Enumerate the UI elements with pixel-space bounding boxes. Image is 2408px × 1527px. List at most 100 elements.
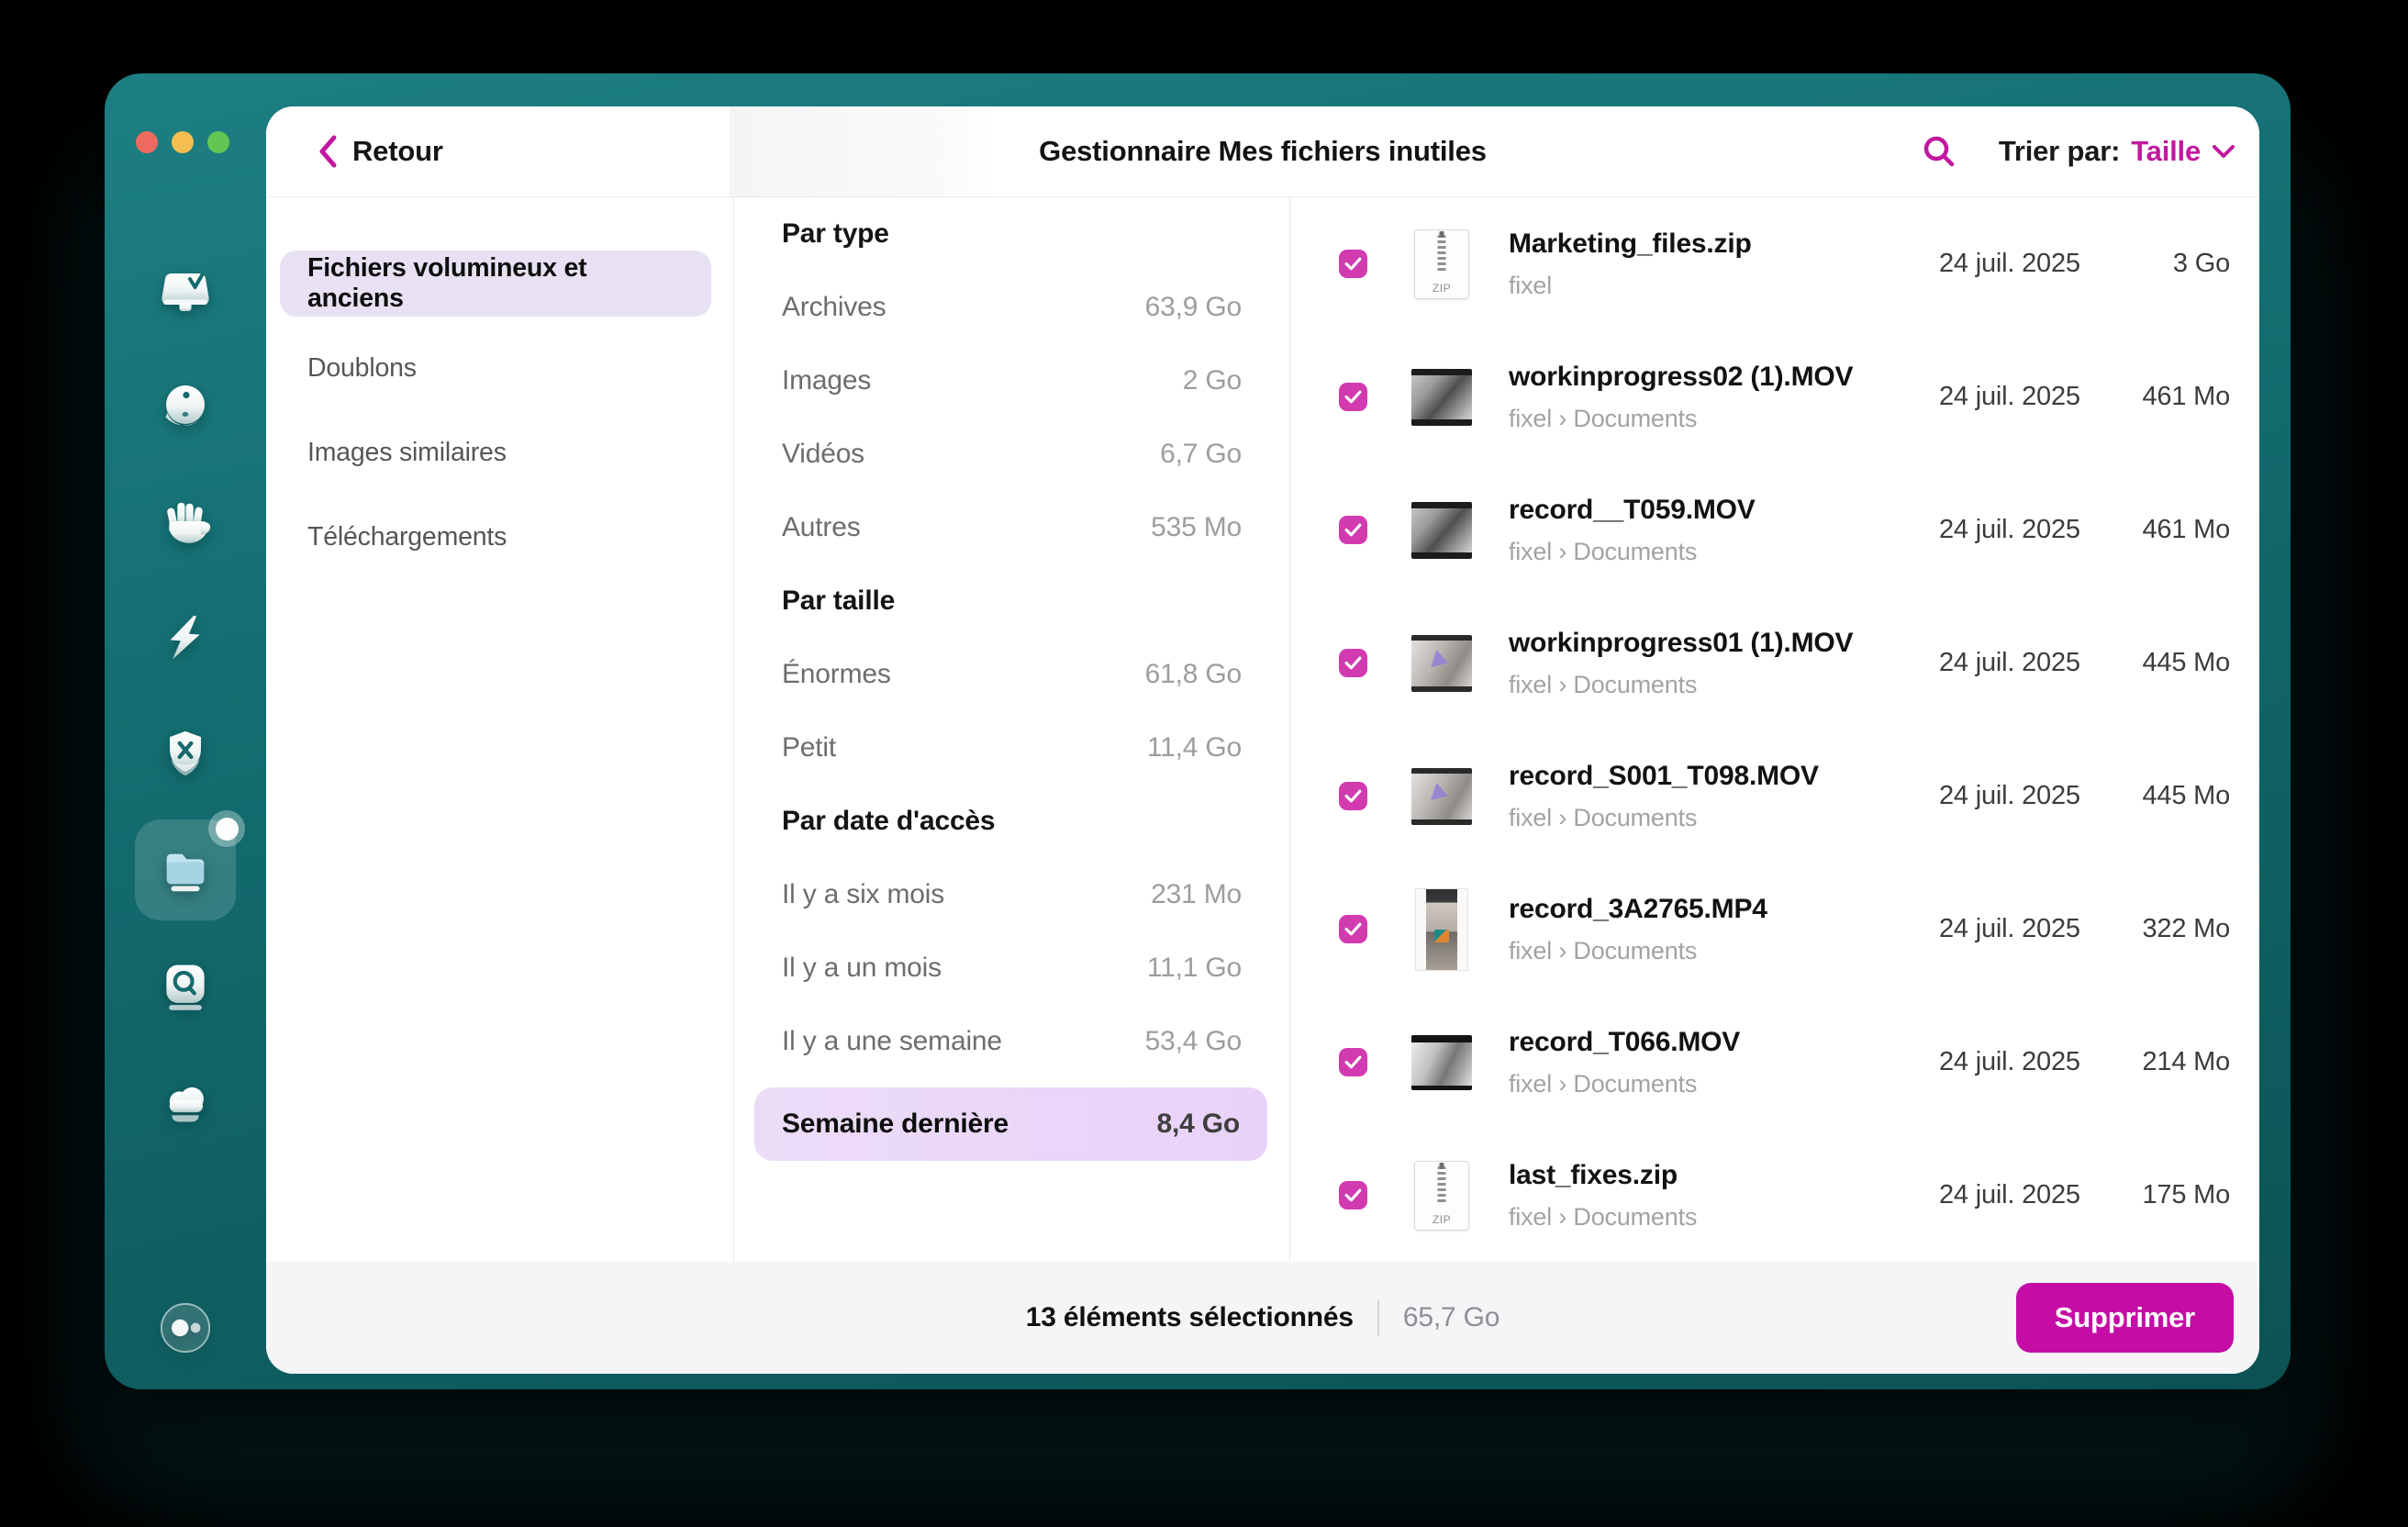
file-date: 24 juil. 2025 [1939,249,2080,278]
dock-item-lightning[interactable] [135,587,236,688]
check-icon [1344,390,1362,404]
header: Retour Gestionnaire Mes fichiers inutile… [266,106,2259,197]
dock-item-magnifier[interactable] [135,936,236,1037]
back-button[interactable]: Retour [318,135,443,168]
checkbox[interactable] [1339,915,1367,943]
checkbox[interactable] [1339,649,1367,677]
sort-dropdown[interactable]: Trier par: Taille [1999,135,2235,168]
page-title: Gestionnaire Mes fichiers inutiles [1039,135,1487,167]
category-last-week[interactable]: Semaine dernière 8,4 Go [754,1087,1267,1161]
dock-item-hand[interactable] [135,473,236,574]
file-name: record_T066.MOV [1509,1026,1741,1057]
file-path: fixel › Documents [1509,404,1698,432]
file-thumbnail: ZIP [1409,228,1475,299]
dock-item-assistant[interactable] [135,1277,236,1378]
file-row[interactable]: record_S001_T098.MOV fixel › Documents 2… [1290,730,2259,863]
nav-item-similar-images[interactable]: Images similaires [307,437,507,467]
file-size: 214 Mo [2142,1047,2230,1076]
check-icon [1344,922,1362,936]
file-row[interactable]: workinprogress01 (1).MOV fixel › Documen… [1290,596,2259,730]
checkbox[interactable] [1339,516,1367,544]
assistant-icon [160,1302,211,1354]
file-row[interactable]: ZIP Marketing_files.zip fixel 24 juil. 2… [1290,197,2259,330]
check-icon [1344,1188,1362,1202]
selected-total-size: 65,7 Go [1402,1302,1500,1332]
file-size: 175 Mo [2142,1180,2230,1209]
checkbox[interactable] [1339,383,1367,411]
zoom-button[interactable] [207,131,229,153]
file-path: fixel › Documents [1509,537,1698,565]
file-size: 461 Mo [2142,515,2230,544]
file-date: 24 juil. 2025 [1939,1180,2080,1209]
file-thumbnail [1409,767,1475,825]
file-path: fixel › Documents [1509,1202,1698,1231]
checkbox[interactable] [1339,1048,1367,1076]
sort-value: Taille [2131,135,2201,167]
file-name: record__T059.MOV [1509,494,1756,525]
category-videos[interactable]: Vidéos 6,7 Go [782,439,1242,469]
categories-column: Par type Archives 63,9 Go Images 2 Go Vidé… [734,197,1290,1262]
dock-item-cloud[interactable] [135,1053,236,1154]
close-button[interactable] [136,131,158,153]
file-thumbnail [1409,887,1475,971]
file-size: 445 Mo [2142,781,2230,810]
dock-item-shield[interactable] [135,704,236,805]
check-icon [1344,656,1362,670]
chevron-down-icon [2213,145,2235,158]
file-thumbnail [1409,634,1475,692]
file-row[interactable]: record_T066.MOV fixel › Documents 24 jui… [1290,996,2259,1129]
check-icon [1344,1055,1362,1069]
nav-item-duplicates[interactable]: Doublons [307,352,417,383]
file-name: last_fixes.zip [1509,1159,1678,1190]
zip-icon [1437,230,1446,273]
check-icon [1344,257,1362,271]
footer: 13 éléments sélectionnés 65,7 Go Supprim… [266,1262,2259,1374]
dock-item-sphere[interactable] [135,358,236,459]
sphere-icon [165,385,205,426]
category-one-week-ago[interactable]: Il y a une semaine 53,4 Go [782,1026,1242,1056]
file-size: 3 Go [2172,249,2230,278]
delete-button[interactable]: Supprimer [2015,1283,2234,1353]
hand-icon [167,502,211,543]
category-others[interactable]: Autres 535 Mo [782,512,1242,542]
category-small[interactable]: Petit 11,4 Go [782,732,1242,763]
file-path: fixel [1509,271,1553,299]
sort-label: Trier par: [1998,135,2121,167]
file-date: 24 juil. 2025 [1939,781,2080,810]
checkbox[interactable] [1339,782,1367,810]
file-row[interactable]: ZIP last_fixes.zip fixel › Documents 24 … [1290,1129,2259,1262]
nav-item-downloads[interactable]: Téléchargements [307,521,507,552]
window-controls [136,131,229,153]
category-archives[interactable]: Archives 63,9 Go [782,292,1242,322]
header-scroll-shadow [730,106,996,196]
file-row[interactable]: record__T059.MOV fixel › Documents 24 ju… [1290,463,2259,596]
dock-item-monitor[interactable] [135,241,236,342]
file-thumbnail [1409,1034,1475,1090]
lightning-icon [170,616,200,660]
category-six-months-ago[interactable]: Il y a six mois 231 Mo [782,879,1242,909]
file-row[interactable]: workinprogress02 (1).MOV fixel › Documen… [1290,330,2259,463]
category-images[interactable]: Images 2 Go [782,365,1242,396]
minimize-button[interactable] [172,131,194,153]
section-title-by-size: Par taille [782,585,896,616]
check-icon [1344,789,1362,803]
checkbox[interactable] [1339,250,1367,278]
file-thumbnail [1409,368,1475,426]
file-row[interactable]: record_3A2765.MP4 fixel › Documents 24 j… [1290,863,2259,996]
file-name: workinprogress02 (1).MOV [1509,361,1854,392]
nav-column: Fichiers volumineux et anciens Doublons … [266,197,734,1262]
category-huge[interactable]: Énormes 61,8 Go [782,659,1242,689]
dock-item-folder[interactable] [135,810,245,920]
notification-badge [208,810,245,847]
nav-item-large-old-files[interactable]: Fichiers volumineux et anciens [280,251,711,317]
checkbox[interactable] [1339,1181,1367,1209]
file-path: fixel › Documents [1509,1069,1698,1098]
file-list: ZIP Marketing_files.zip fixel 24 juil. 2… [1290,197,2259,1262]
monitor-icon [162,273,209,311]
file-path: fixel › Documents [1509,670,1698,698]
content-panel: Retour Gestionnaire Mes fichiers inutile… [266,106,2259,1374]
selected-count: 13 éléments sélectionnés [1025,1302,1354,1332]
section-title-by-type: Par type [782,218,889,249]
category-one-month-ago[interactable]: Il y a un mois 11,1 Go [782,953,1242,983]
search-icon[interactable] [1922,134,1956,169]
